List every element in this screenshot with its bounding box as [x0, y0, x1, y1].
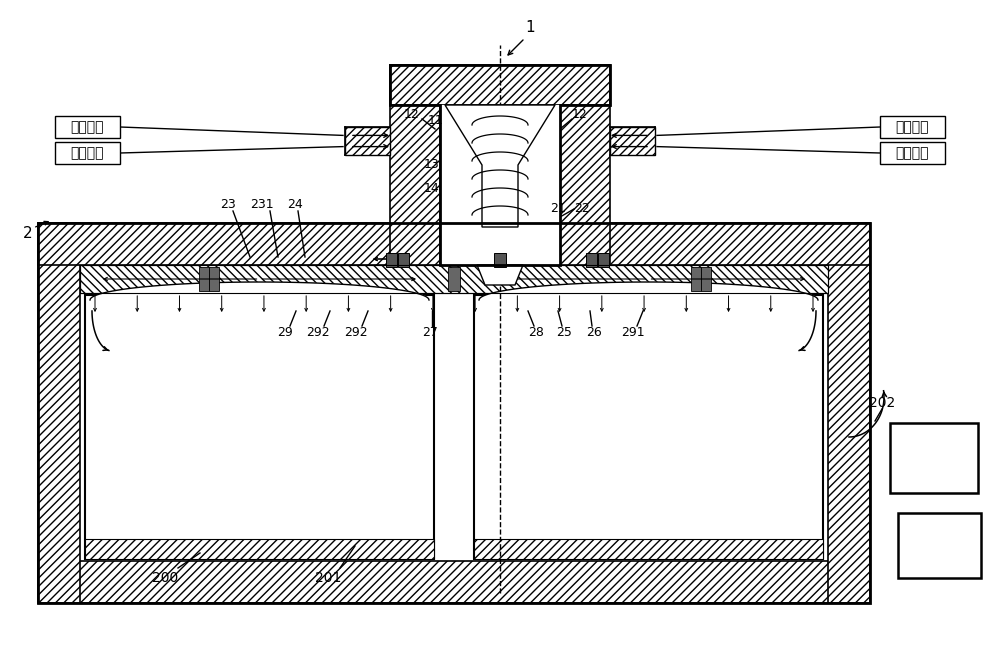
- Bar: [345, 127, 390, 155]
- Polygon shape: [477, 265, 523, 285]
- Bar: [386, 253, 397, 267]
- Bar: [448, 267, 460, 291]
- Bar: [898, 513, 981, 578]
- Bar: [80, 265, 828, 293]
- Text: 200: 200: [152, 571, 178, 585]
- Bar: [586, 253, 597, 267]
- Text: 13: 13: [424, 159, 440, 172]
- Text: 1: 1: [525, 20, 535, 35]
- Bar: [691, 267, 701, 291]
- Text: 24: 24: [287, 199, 303, 212]
- Bar: [880, 116, 945, 138]
- Bar: [38, 561, 870, 603]
- Text: 22: 22: [574, 202, 590, 215]
- Bar: [38, 223, 870, 603]
- Bar: [880, 142, 945, 164]
- Text: 12: 12: [404, 108, 420, 121]
- Bar: [390, 65, 440, 265]
- Bar: [610, 127, 655, 155]
- Bar: [828, 223, 870, 603]
- Bar: [440, 105, 560, 265]
- Text: 26: 26: [586, 326, 602, 340]
- Bar: [890, 423, 978, 493]
- Text: 11: 11: [428, 114, 444, 127]
- Bar: [398, 253, 409, 267]
- Bar: [55, 116, 120, 138]
- Bar: [85, 539, 434, 559]
- Text: 反应气体: 反应气体: [896, 146, 929, 160]
- Bar: [55, 142, 120, 164]
- Bar: [85, 295, 434, 559]
- Bar: [38, 223, 870, 265]
- Text: 292: 292: [344, 326, 368, 340]
- Text: 稀释气体: 稀释气体: [896, 120, 929, 134]
- Text: 23: 23: [220, 199, 236, 212]
- Text: 25: 25: [556, 326, 572, 340]
- Text: 201: 201: [315, 571, 341, 585]
- Text: 292: 292: [306, 326, 330, 340]
- Bar: [390, 65, 610, 105]
- Bar: [209, 267, 219, 291]
- Bar: [701, 267, 711, 291]
- Bar: [199, 267, 209, 291]
- Bar: [474, 295, 823, 559]
- Text: 2: 2: [23, 225, 33, 240]
- Text: 反应气体: 反应气体: [71, 146, 104, 160]
- Bar: [560, 65, 610, 265]
- Text: 291: 291: [621, 326, 645, 340]
- Text: 21: 21: [550, 202, 566, 215]
- Text: 202: 202: [869, 396, 895, 410]
- Bar: [494, 253, 506, 267]
- Text: 231: 231: [250, 199, 274, 212]
- Text: 29: 29: [277, 326, 293, 340]
- Text: 27: 27: [422, 326, 438, 340]
- Polygon shape: [445, 105, 555, 227]
- Text: 12: 12: [572, 108, 588, 121]
- Text: 28: 28: [528, 326, 544, 340]
- Text: 14: 14: [424, 182, 440, 195]
- Bar: [598, 253, 609, 267]
- Bar: [474, 539, 823, 559]
- Bar: [38, 223, 80, 603]
- Bar: [80, 265, 828, 293]
- Text: 稀释气体: 稀释气体: [71, 120, 104, 134]
